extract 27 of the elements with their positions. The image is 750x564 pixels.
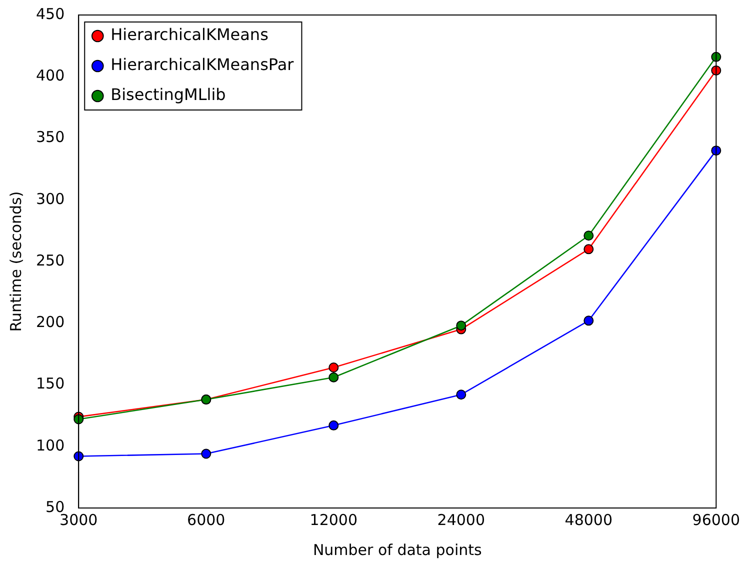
legend-label: HierarchicalKMeans [110, 25, 268, 44]
point [328, 362, 339, 372]
y-tick-label: 250 [36, 251, 65, 270]
point [584, 316, 594, 326]
y-tick-label: 200 [36, 313, 65, 332]
point [201, 448, 212, 459]
point [584, 244, 594, 254]
point [328, 420, 339, 430]
x-tick-label: 6000 [187, 510, 226, 529]
x-tick-label: 12000 [310, 510, 358, 529]
legend-label: HierarchicalKMeansPar [110, 55, 294, 74]
y-tick-label: 350 [36, 128, 65, 146]
y-tick-label: 450 [36, 4, 65, 23]
y-axis-title: Runtime (seconds) [6, 191, 25, 332]
point [456, 390, 466, 400]
point [328, 372, 339, 382]
x-tick-label: 96000 [692, 510, 740, 529]
point [584, 230, 594, 241]
y-tick-label: 100 [36, 436, 65, 454]
point [456, 320, 466, 331]
x-axis-title: Number of data points [312, 540, 482, 559]
x-tick-label: 48000 [564, 510, 612, 529]
x-tick-label: 24000 [437, 510, 485, 529]
legend-label: BisectingMLlib [110, 85, 226, 104]
y-tick-label: 150 [36, 374, 65, 393]
y-tick-label: 300 [36, 190, 65, 208]
y-tick-label: 400 [36, 66, 65, 85]
